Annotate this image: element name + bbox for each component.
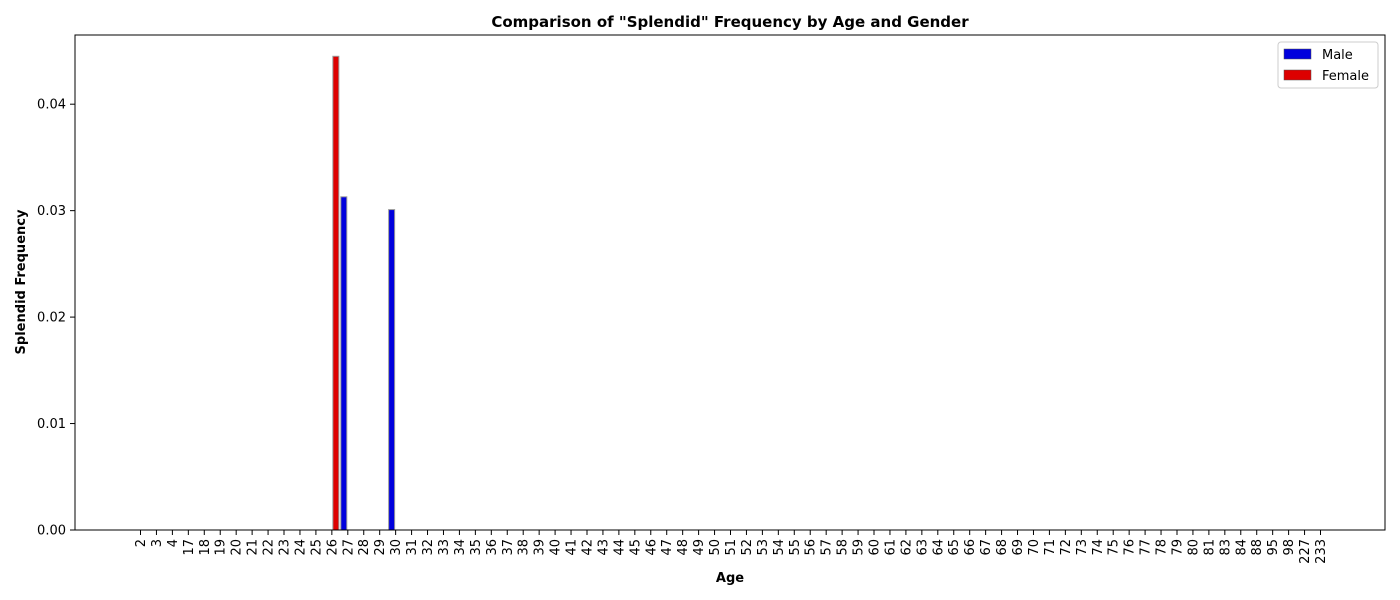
x-tick-label: 59	[852, 539, 867, 556]
y-tick-label: 0.01	[37, 417, 66, 432]
legend-swatch-female	[1283, 69, 1312, 81]
bar-male-age-30	[388, 209, 396, 531]
x-tick-label: 80	[1186, 539, 1201, 556]
x-tick-label: 34	[453, 539, 468, 556]
x-tick-label: 33	[437, 539, 452, 556]
x-tick-label: 51	[724, 539, 739, 556]
x-tick-label: 24	[293, 539, 308, 556]
x-tick-label: 75	[1107, 539, 1122, 556]
x-tick-label: 227	[1298, 539, 1313, 564]
x-tick-label: 48	[676, 539, 691, 556]
y-tick-label: 0.03	[37, 204, 66, 219]
x-tick-label: 60	[868, 539, 883, 556]
y-tick-label: 0.04	[37, 98, 66, 113]
x-tick-label: 42	[580, 539, 595, 556]
x-tick-label: 23	[278, 539, 293, 556]
x-tick-label: 4	[166, 539, 181, 547]
x-tick-label: 25	[309, 539, 324, 556]
x-tick-label: 3	[150, 539, 165, 547]
x-tick-label: 71	[1043, 539, 1058, 556]
x-tick-label: 57	[820, 539, 835, 556]
x-tick-label: 62	[899, 539, 914, 556]
x-tick-label: 17	[182, 539, 197, 556]
plot-frame	[74, 34, 1386, 531]
x-tick-label: 43	[596, 539, 611, 556]
x-tick-label: 36	[485, 539, 500, 556]
x-tick-label: 70	[1027, 539, 1042, 556]
x-axis: 2 3 4 17 18 19 20 21 22 23 24 25 26 27 28 29 30 31 32 33 34 3…	[134, 530, 1329, 564]
x-tick-label: 65	[947, 539, 962, 556]
x-tick-label: 58	[836, 539, 851, 556]
x-tick-label: 83	[1218, 539, 1233, 556]
x-tick-label: 54	[772, 539, 787, 556]
x-tick-label: 79	[1170, 539, 1185, 556]
x-tick-label: 28	[357, 539, 372, 556]
x-tick-label: 31	[405, 539, 420, 556]
x-tick-label: 63	[915, 539, 930, 556]
legend-label-female: Female	[1322, 69, 1369, 84]
x-tick-label: 64	[931, 539, 946, 556]
x-tick-label: 45	[628, 539, 643, 556]
x-tick-label: 37	[501, 539, 516, 556]
chart-title: Comparison of "Splendid" Frequency by Ag…	[491, 13, 969, 31]
y-axis-label: Splendid Frequency	[14, 209, 29, 354]
x-tick-label: 55	[788, 539, 803, 556]
x-tick-label: 35	[469, 539, 484, 556]
x-tick-label: 53	[756, 539, 771, 556]
x-tick-label: 68	[995, 539, 1010, 556]
legend: Male Female	[1277, 41, 1379, 89]
x-tick-label: 73	[1075, 539, 1090, 556]
x-tick-label: 38	[517, 539, 532, 556]
x-tick-label: 52	[740, 539, 755, 556]
x-tick-label: 41	[565, 539, 580, 556]
y-tick-label: 0.02	[37, 311, 66, 326]
x-tick-label: 61	[883, 539, 898, 556]
plot-area	[332, 55, 396, 531]
y-tick-label: 0.00	[37, 524, 66, 539]
x-tick-label: 47	[660, 539, 675, 556]
x-tick-label: 78	[1155, 539, 1170, 556]
x-tick-label: 22	[262, 539, 277, 556]
x-tick-label: 74	[1091, 539, 1106, 556]
y-axis: 0.00 0.01 0.02 0.03 0.04	[37, 98, 75, 539]
x-tick-label: 2	[134, 539, 149, 547]
x-tick-label: 40	[549, 539, 564, 556]
x-tick-label: 72	[1059, 539, 1074, 556]
x-tick-label: 67	[979, 539, 994, 556]
bar-male-age-27	[340, 196, 348, 531]
x-tick-label: 88	[1250, 539, 1265, 556]
x-tick-label: 76	[1123, 539, 1138, 556]
x-tick-label: 44	[612, 539, 627, 556]
x-tick-label: 95	[1266, 539, 1281, 556]
x-tick-label: 84	[1234, 539, 1249, 556]
x-tick-label: 49	[692, 539, 707, 556]
x-tick-label: 39	[533, 539, 548, 556]
x-tick-label: 26	[325, 539, 340, 556]
x-tick-label: 66	[963, 539, 978, 556]
x-tick-label: 233	[1314, 539, 1329, 564]
bar-female-age-26	[332, 55, 340, 531]
x-axis-label: Age	[716, 571, 744, 586]
x-tick-label: 32	[421, 539, 436, 556]
x-tick-label: 77	[1139, 539, 1154, 556]
x-tick-label: 30	[389, 539, 404, 556]
x-tick-label: 69	[1011, 539, 1026, 556]
legend-swatch-male	[1283, 48, 1312, 60]
x-tick-label: 56	[804, 539, 819, 556]
x-tick-label: 98	[1282, 539, 1297, 556]
x-tick-label: 19	[214, 539, 229, 556]
legend-label-male: Male	[1322, 48, 1353, 63]
x-tick-label: 46	[644, 539, 659, 556]
x-tick-label: 18	[198, 539, 213, 556]
x-tick-label: 50	[708, 539, 723, 556]
x-tick-label: 21	[246, 539, 261, 556]
x-tick-label: 27	[341, 539, 356, 556]
x-tick-label: 81	[1202, 539, 1217, 556]
x-tick-label: 29	[373, 539, 388, 556]
x-tick-label: 20	[230, 539, 245, 556]
